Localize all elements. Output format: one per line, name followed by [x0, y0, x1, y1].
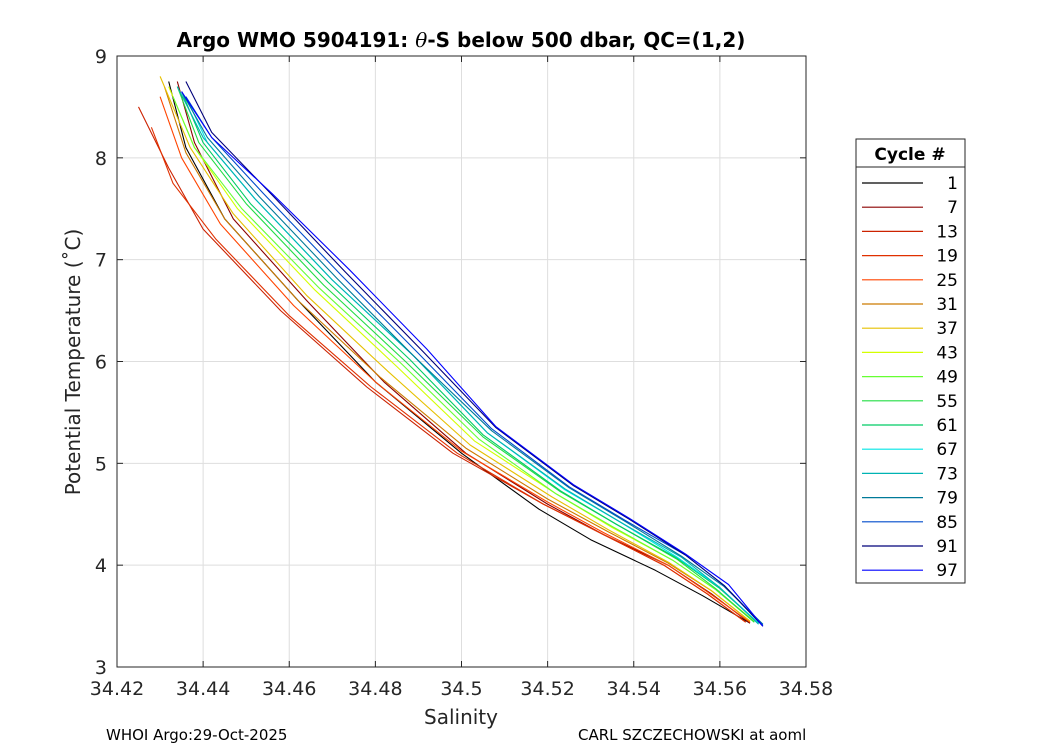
legend-entry: 79 [862, 489, 958, 509]
legend-entry: 31 [862, 295, 958, 315]
x-axis-label: Salinity [424, 705, 498, 729]
x-tick-label: 34.54 [607, 678, 661, 700]
legend-label: 61 [936, 416, 958, 436]
series-line-cycle-1 [168, 81, 751, 624]
y-tick-label: 3 [95, 657, 107, 679]
series-line-cycle-97 [181, 91, 764, 627]
x-tick-label: 34.56 [693, 678, 747, 700]
chart-title-theta: θ [415, 28, 427, 52]
x-tick-label: 34.5 [440, 678, 482, 700]
axis-ticks: 34.42 34.44 34.46 34.48 34.5 34.52 34.54 34.56 3… [90, 46, 833, 700]
legend-entry: 1 [862, 174, 958, 194]
legend-entries: 1 7 13 19 25 31 37 43 49 55 61 67 73 79 85 91 97 [862, 174, 958, 581]
x-tick-label: 34.46 [262, 678, 316, 700]
legend-entry: 55 [862, 392, 958, 412]
legend-entry: 85 [862, 513, 958, 533]
legend-label: 97 [936, 561, 958, 581]
y-tick-label: 5 [95, 453, 107, 475]
legend-label: 31 [936, 295, 958, 315]
legend-entry: 97 [862, 561, 958, 581]
x-tick-label: 34.52 [520, 678, 574, 700]
y-tick-label: 9 [95, 46, 107, 68]
legend-entry: 37 [862, 319, 958, 339]
x-tick-label: 34.44 [176, 678, 230, 700]
legend-label: 67 [936, 440, 958, 460]
legend-label: 79 [936, 489, 958, 509]
legend-entry: 7 [862, 198, 958, 218]
legend-label: 37 [936, 319, 958, 339]
series-line-cycle-31 [163, 86, 751, 622]
footer-right-text: CARL SZCZECHOWSKI at aoml [578, 726, 807, 744]
legend-label: 7 [947, 198, 958, 218]
y-tick-label: 7 [95, 250, 107, 272]
legend-label: 73 [936, 464, 958, 484]
legend: Cycle # 1 7 13 19 25 31 37 43 49 55 61 67 73 79 85 91 97 [855, 138, 966, 584]
chart-title: Argo WMO 5904191: θ-S below 500 dbar, QC… [177, 28, 746, 52]
x-tick-label: 34.58 [779, 678, 833, 700]
legend-entry: 73 [862, 464, 958, 484]
series-line-cycle-25 [159, 96, 751, 623]
legend-label: 85 [936, 513, 958, 533]
y-tick-label: 6 [95, 352, 107, 374]
series-line-cycle-73 [176, 86, 759, 625]
footer-left-text: WHOI Argo:29-Oct-2025 [106, 726, 288, 744]
legend-entry: 43 [862, 343, 958, 363]
legend-title: Cycle # [874, 145, 945, 165]
legend-entry: 49 [862, 368, 958, 388]
legend-label: 13 [936, 222, 958, 242]
series-line-cycle-19 [150, 127, 747, 623]
chart-title-prefix: Argo WMO 5904191: [177, 28, 416, 52]
series-line-cycle-55 [176, 86, 755, 623]
legend-label: 19 [936, 247, 958, 267]
legend-entry: 25 [862, 271, 958, 291]
legend-entry: 13 [862, 222, 958, 242]
legend-entry: 67 [862, 440, 958, 460]
chart-title-suffix: -S below 500 dbar, QC=(1,2) [427, 28, 745, 52]
x-tick-label: 34.42 [90, 678, 144, 700]
series-line-cycle-61 [181, 91, 759, 624]
y-tick-label: 4 [95, 555, 107, 577]
series-line-cycle-79 [181, 91, 764, 625]
y-axis-label: Potential Temperature (˚C) [61, 229, 85, 496]
series-line-cycle-91 [185, 81, 764, 627]
legend-label: 1 [947, 174, 958, 194]
legend-label: 55 [936, 392, 958, 412]
series-line-cycle-49 [172, 96, 755, 623]
series-line-cycle-37 [159, 76, 751, 622]
legend-label: 91 [936, 537, 958, 557]
legend-box [855, 138, 966, 584]
series-lines [138, 76, 764, 627]
x-tick-label: 34.48 [348, 678, 402, 700]
legend-entry: 19 [862, 247, 958, 267]
legend-label: 25 [936, 271, 958, 291]
legend-label: 43 [936, 343, 958, 363]
legend-entry: 61 [862, 416, 958, 436]
legend-entry: 91 [862, 537, 958, 557]
legend-label: 49 [936, 368, 958, 388]
y-tick-label: 8 [95, 148, 107, 170]
